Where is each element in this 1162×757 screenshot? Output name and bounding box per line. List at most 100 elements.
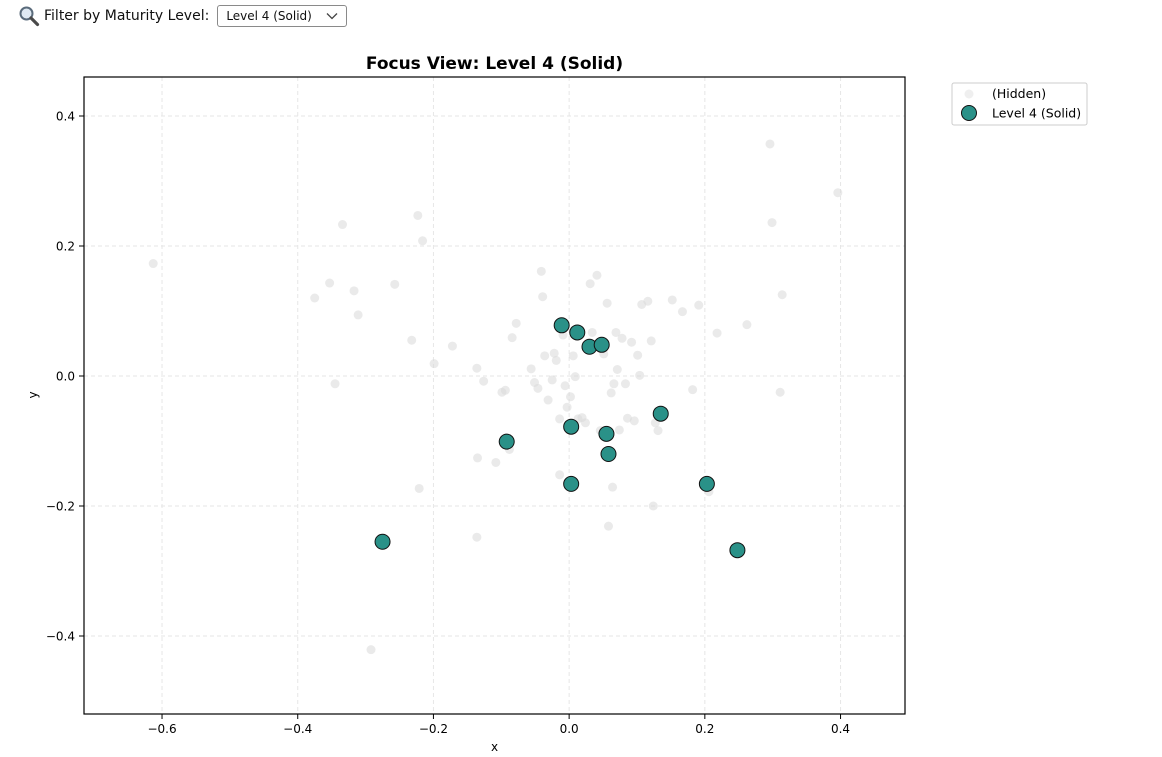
hidden-point bbox=[148, 259, 158, 269]
hidden-point bbox=[580, 418, 590, 428]
hidden-point bbox=[614, 425, 624, 435]
legend-marker-hidden bbox=[964, 89, 974, 99]
hidden-point bbox=[549, 348, 559, 358]
y-tick-label: 0.0 bbox=[56, 370, 75, 384]
hidden-point bbox=[325, 278, 335, 288]
hidden-point bbox=[473, 453, 483, 463]
x-tick-label: 0.4 bbox=[831, 722, 850, 736]
hidden-point bbox=[608, 482, 618, 492]
hidden-point bbox=[688, 385, 698, 395]
hidden-point bbox=[533, 383, 543, 393]
hidden-point bbox=[536, 266, 546, 276]
hidden-point bbox=[366, 645, 376, 655]
hidden-point bbox=[472, 363, 482, 373]
chart-title: Focus View: Level 4 (Solid) bbox=[366, 54, 623, 74]
hidden-point bbox=[407, 335, 417, 345]
hidden-point bbox=[648, 501, 658, 511]
hidden-point bbox=[310, 293, 320, 303]
hidden-point bbox=[775, 387, 785, 397]
level-4-point[interactable] bbox=[698, 475, 715, 492]
hidden-point bbox=[565, 392, 575, 402]
level-4-point[interactable] bbox=[553, 317, 570, 334]
level-4-point[interactable] bbox=[598, 425, 615, 442]
hidden-point bbox=[555, 470, 565, 480]
y-axis: −0.4 −0.2 0.0 0.2 0.4 bbox=[46, 110, 84, 644]
hidden-point bbox=[540, 351, 550, 361]
hidden-point bbox=[643, 296, 653, 306]
hidden-point bbox=[547, 375, 557, 385]
filter-label: Filter by Maturity Level: bbox=[44, 8, 210, 24]
hidden-point bbox=[712, 328, 722, 338]
x-tick-label: 0.0 bbox=[560, 722, 579, 736]
y-tick-label: 0.4 bbox=[56, 110, 75, 124]
hidden-point bbox=[609, 379, 619, 389]
hidden-point bbox=[592, 270, 602, 280]
maturity-level-select[interactable]: Level 4 (Solid) bbox=[217, 5, 347, 27]
hidden-point bbox=[414, 483, 424, 493]
hidden-point bbox=[353, 310, 363, 320]
hidden-point bbox=[617, 333, 627, 343]
data-points bbox=[148, 139, 843, 655]
hidden-point bbox=[507, 333, 517, 343]
level-4-point[interactable] bbox=[593, 336, 610, 353]
hidden-point bbox=[606, 388, 616, 398]
hidden-point bbox=[429, 359, 439, 369]
hidden-point bbox=[602, 298, 612, 308]
level-4-point[interactable] bbox=[498, 433, 515, 450]
level-4-point[interactable] bbox=[652, 405, 669, 422]
hidden-point bbox=[833, 188, 843, 198]
legend-frame bbox=[951, 82, 1088, 126]
chevron-down-icon bbox=[326, 13, 338, 20]
level-4-point[interactable] bbox=[563, 475, 580, 492]
hidden-point bbox=[620, 379, 630, 389]
hidden-point bbox=[765, 139, 775, 149]
hidden-point bbox=[612, 365, 622, 374]
hidden-point bbox=[767, 218, 777, 228]
hidden-point bbox=[338, 220, 348, 230]
hidden-point bbox=[500, 385, 510, 395]
filter-bar: Filter by Maturity Level: Level 4 (Solid… bbox=[18, 3, 347, 29]
hidden-point bbox=[562, 402, 572, 412]
plot-area-frame bbox=[83, 76, 906, 715]
hidden-point bbox=[653, 426, 663, 436]
hidden-point bbox=[330, 379, 340, 389]
level-4-point[interactable] bbox=[600, 446, 617, 462]
maturity-level-selected-value: Level 4 (Solid) bbox=[226, 9, 312, 23]
hidden-point bbox=[611, 327, 621, 337]
x-tick-label: −0.6 bbox=[147, 722, 176, 736]
hidden-point bbox=[627, 337, 637, 347]
legend[interactable]: (Hidden) Level 4 (Solid) bbox=[951, 82, 1088, 126]
hidden-point bbox=[560, 381, 570, 391]
magnifier-icon bbox=[19, 6, 40, 27]
hidden-point bbox=[633, 350, 643, 360]
level-4-point[interactable] bbox=[569, 324, 586, 341]
hidden-point bbox=[635, 370, 645, 380]
hidden-point bbox=[587, 327, 597, 337]
hidden-point bbox=[622, 413, 632, 423]
hidden-point bbox=[677, 307, 687, 317]
hidden-point bbox=[551, 355, 561, 365]
level-4-point[interactable] bbox=[563, 418, 580, 435]
y-tick-label: 0.2 bbox=[56, 240, 75, 254]
hidden-point bbox=[390, 279, 400, 289]
hidden-point bbox=[479, 376, 489, 386]
y-axis-label: y bbox=[26, 391, 40, 398]
hidden-point bbox=[570, 372, 580, 382]
hidden-point bbox=[742, 320, 752, 330]
hidden-point bbox=[526, 364, 536, 374]
y-tick-label: −0.2 bbox=[46, 500, 75, 514]
legend-label-hidden: (Hidden) bbox=[992, 86, 1046, 101]
level-4-point[interactable] bbox=[374, 533, 391, 550]
level-4-point[interactable] bbox=[729, 542, 746, 559]
hidden-point bbox=[491, 457, 501, 467]
hidden-point bbox=[472, 532, 482, 542]
legend-label-level-4: Level 4 (Solid) bbox=[992, 106, 1081, 121]
hidden-point bbox=[603, 521, 613, 531]
hidden-point bbox=[543, 395, 553, 405]
hidden-point bbox=[511, 318, 521, 328]
x-axis: −0.6 −0.4 −0.2 0.0 0.2 0.4 bbox=[147, 714, 850, 736]
hidden-point bbox=[629, 416, 639, 426]
hidden-point bbox=[447, 341, 457, 351]
hidden-point bbox=[413, 210, 423, 220]
